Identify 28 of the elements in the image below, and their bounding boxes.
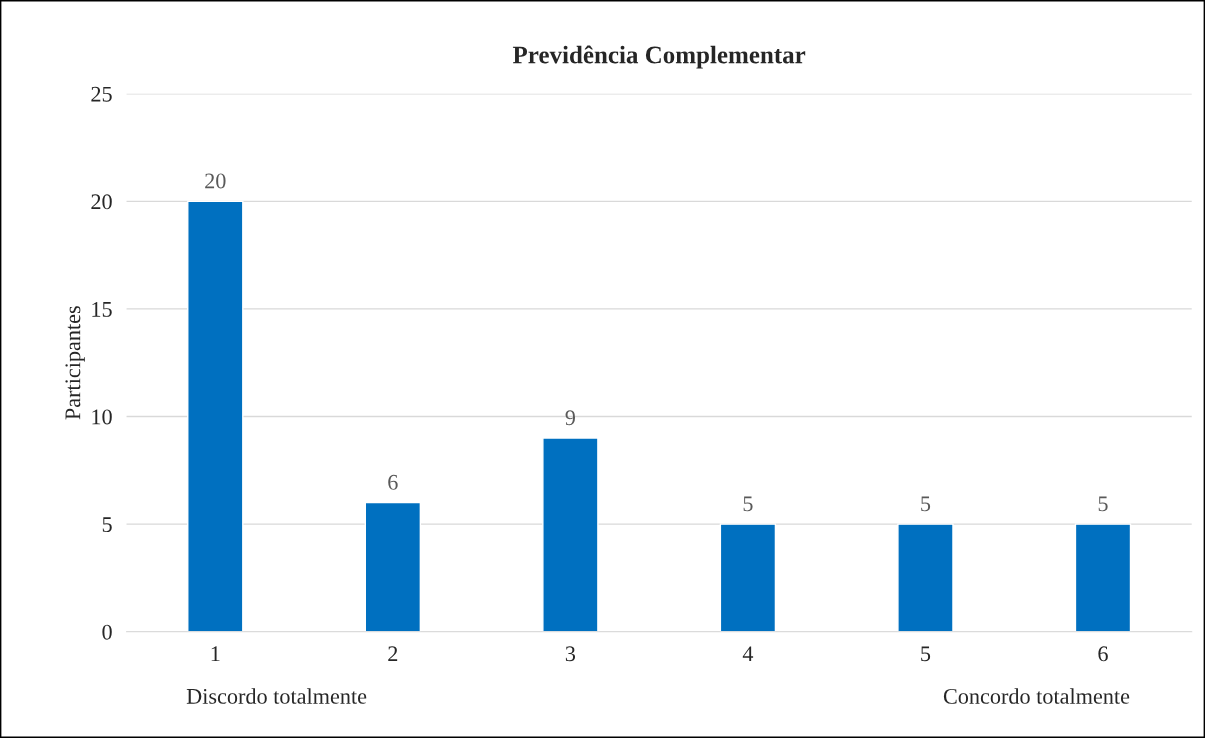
y-tick-label: 10	[92, 409, 112, 425]
data-label: 6	[388, 474, 398, 490]
x-tick-label: 4	[742, 646, 754, 662]
data-label: 9	[565, 410, 576, 426]
text: Discordo totalmente	[186, 688, 367, 704]
x-tick-label: 6	[1098, 646, 1108, 662]
x-tick-label: 2	[388, 646, 398, 662]
bar	[187, 200, 244, 632]
y-tick-label: 15	[92, 301, 112, 317]
x-tick-label: 1	[211, 646, 220, 662]
bar	[719, 523, 777, 632]
bar	[364, 501, 422, 632]
data-label: 5	[743, 496, 753, 512]
y-tick-label: 5	[102, 517, 112, 533]
x-tick-label: 5	[921, 646, 931, 662]
y-tick-label: 25	[91, 86, 112, 102]
x-tick-label: 3	[565, 646, 576, 662]
y-axis-title: Participantes	[65, 306, 85, 420]
data-label: 5	[1098, 496, 1108, 512]
y-tick-label: 0	[102, 624, 112, 640]
text: Concordo totalmente	[943, 688, 1130, 704]
data-label: 5	[921, 496, 931, 512]
data-label: 20	[205, 173, 226, 189]
bar	[897, 523, 954, 632]
bar	[542, 437, 599, 632]
bar	[1074, 523, 1132, 632]
y-tick-label: 20	[91, 194, 112, 210]
chart-title: Previdência Complementar	[512, 45, 806, 69]
